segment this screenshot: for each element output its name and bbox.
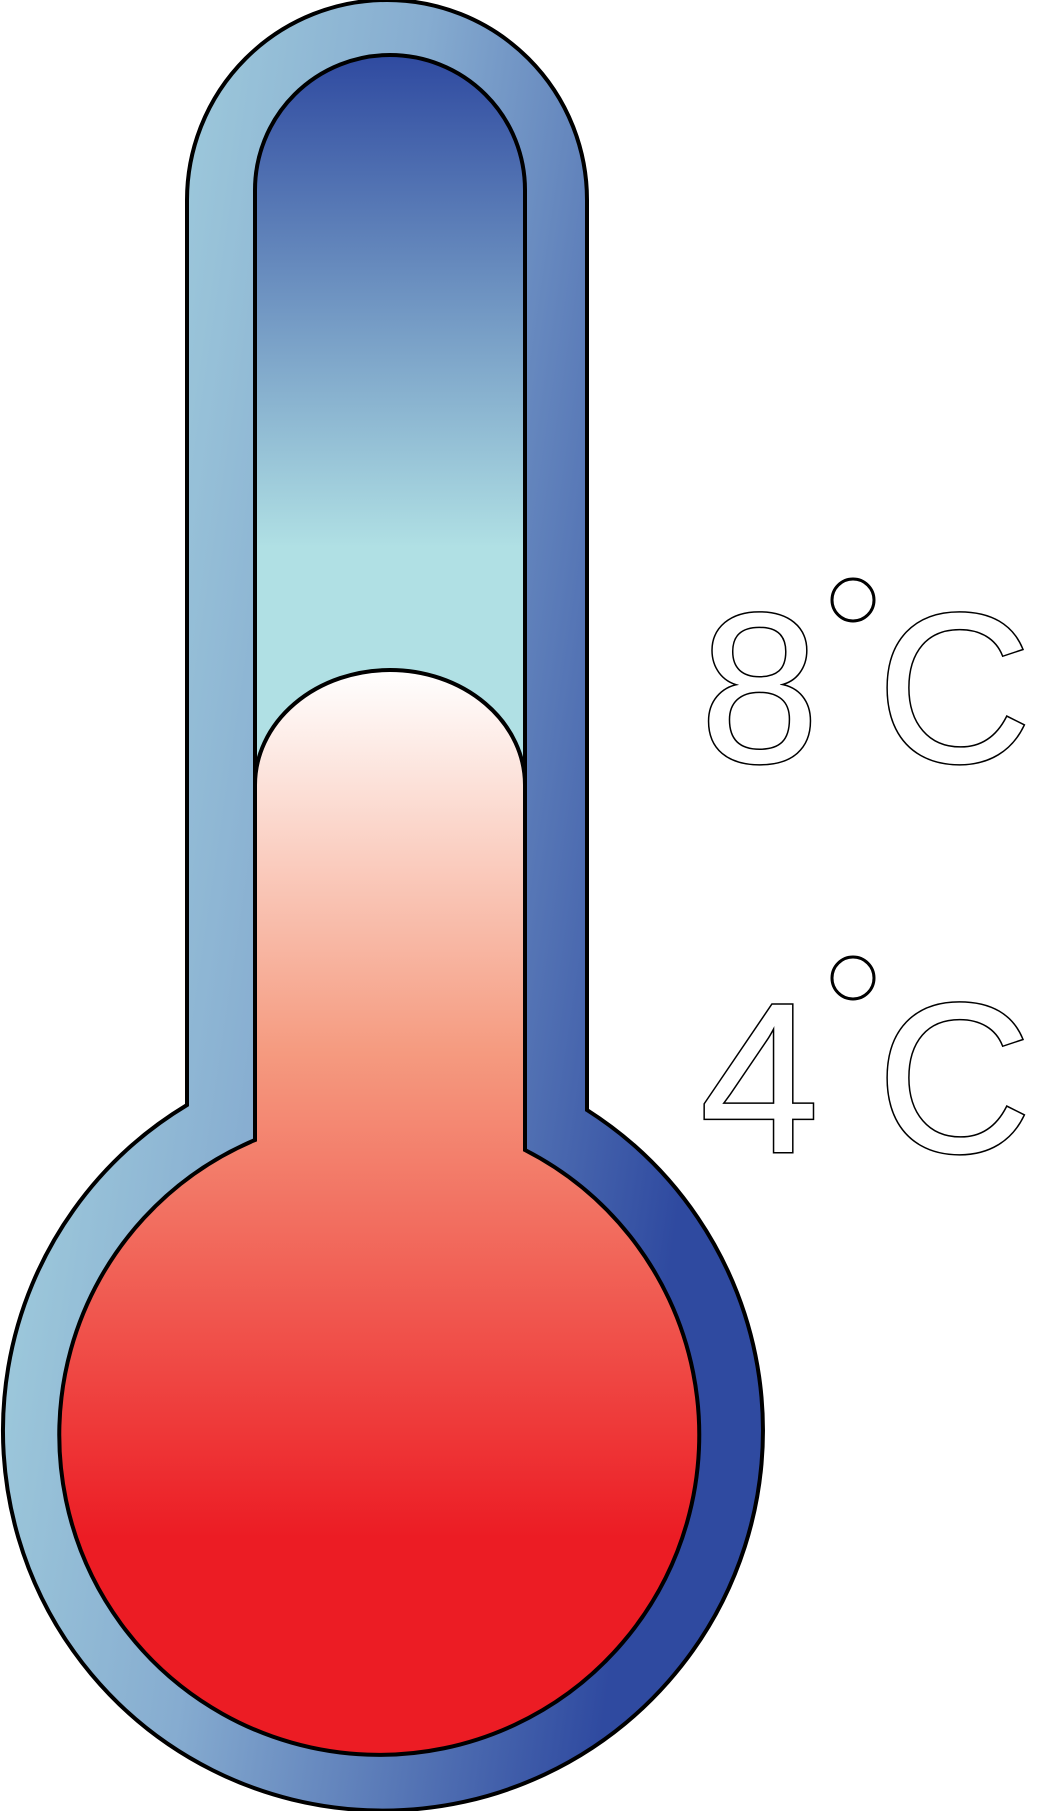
temperature-label-4c: 4 C: [699, 955, 1033, 1200]
degree-symbol-icon: [830, 577, 876, 623]
temperature-unit-c: C: [877, 569, 1032, 808]
temperature-value-8: 8: [700, 569, 819, 808]
temperature-label-8c: 8 C: [699, 568, 1034, 810]
temperature-value-4: 4: [700, 959, 819, 1198]
degree-symbol-icon: [830, 955, 876, 1001]
thermometer-liquid: [57, 668, 702, 1757]
temperature-unit-c: C: [877, 959, 1032, 1198]
